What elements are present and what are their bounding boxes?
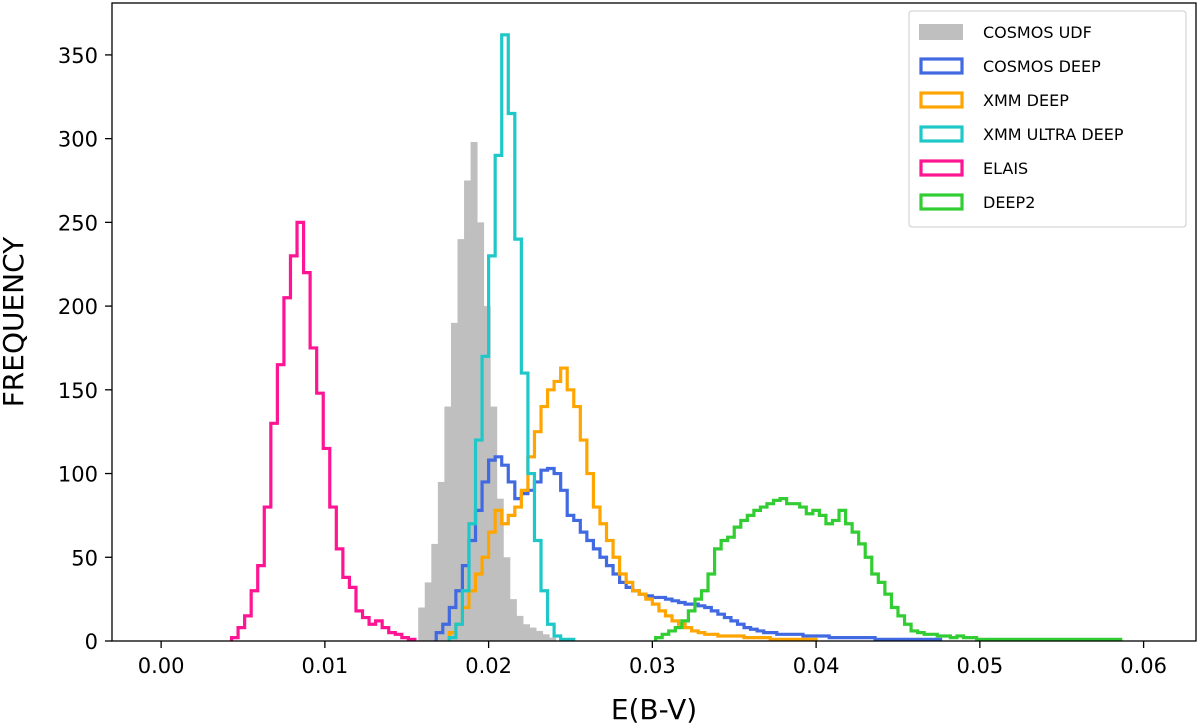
y-tick-label: 50	[71, 546, 98, 570]
histogram-line	[434, 455, 943, 641]
x-tick-label: 0.00	[138, 654, 185, 678]
histogram-line	[447, 366, 818, 641]
bar	[424, 582, 432, 641]
y-tick-label: 300	[58, 128, 98, 152]
legend-swatch	[919, 193, 964, 211]
series-layer	[229, 33, 1123, 642]
x-axis-label: E(B-V)	[611, 693, 697, 726]
legend-item-deep2: DEEP2	[919, 193, 1035, 212]
bar	[418, 607, 426, 641]
y-axis-label: FREQUENCY	[0, 236, 30, 407]
x-tick-label: 0.06	[1120, 654, 1167, 678]
legend-label: XMM ULTRA DEEP	[983, 125, 1124, 144]
bar	[503, 557, 511, 641]
bar	[516, 615, 524, 641]
bar	[496, 498, 504, 641]
y-tick-label: 0	[85, 630, 98, 654]
bar	[464, 180, 471, 641]
legend-swatch	[919, 24, 963, 40]
bar	[437, 481, 445, 641]
series-xmm-deep	[447, 366, 818, 641]
bar	[444, 406, 452, 641]
y-tick-label: 150	[58, 379, 98, 403]
bar	[509, 599, 517, 641]
y-axis: 0 50 100 150 200 250 300 350	[58, 44, 112, 654]
y-tick-label: 250	[58, 211, 98, 235]
histogram-line	[229, 220, 417, 641]
legend-label: ELAIS	[983, 159, 1028, 178]
x-tick-label: 0.02	[465, 654, 512, 678]
x-tick-label: 0.01	[301, 654, 348, 678]
legend-label: DEEP2	[983, 193, 1035, 212]
histogram-line	[654, 497, 1123, 641]
bar	[431, 543, 439, 641]
legend-label: COSMOS DEEP	[983, 57, 1101, 76]
series-elais	[229, 220, 417, 641]
legend-label: COSMOS UDF	[983, 23, 1092, 42]
x-axis: 0.00 0.01 0.02 0.03 0.04 0.05 0.06	[138, 641, 1167, 678]
bar	[470, 141, 478, 642]
legend-swatch	[919, 91, 964, 109]
legend-item-xmm-ultra-deep: XMM ULTRA DEEP	[919, 125, 1124, 144]
legend-item-xmm-deep: XMM DEEP	[919, 91, 1069, 110]
legend-item-cosmos-udf: COSMOS UDF	[919, 23, 1092, 42]
x-tick-label: 0.03	[629, 654, 676, 678]
bar	[450, 322, 458, 641]
x-tick-label: 0.05	[956, 654, 1003, 678]
legend-frame	[908, 10, 1187, 228]
y-tick-label: 100	[58, 463, 98, 487]
legend-label: XMM DEEP	[983, 91, 1069, 110]
histogram-line	[447, 33, 576, 641]
bar	[523, 624, 530, 641]
legend-swatch	[919, 57, 964, 75]
x-tick-label: 0.04	[793, 654, 840, 678]
legend-item-cosmos-deep: COSMOS DEEP	[919, 57, 1101, 76]
bar	[549, 637, 557, 641]
bar	[542, 634, 550, 641]
series-cosmos-deep	[434, 455, 943, 641]
bar	[536, 630, 544, 641]
series-deep2	[654, 497, 1123, 641]
legend-item-elais: ELAIS	[919, 159, 1028, 178]
series-xmm-ultra-deep	[447, 33, 576, 641]
bar	[529, 627, 537, 641]
bar	[457, 239, 465, 642]
y-tick-label: 350	[58, 44, 98, 68]
y-tick-label: 200	[58, 295, 98, 319]
plot-frame	[111, 2, 1197, 642]
legend-swatch	[919, 125, 964, 143]
legend: COSMOS UDF COSMOS DEEP XMM DEEP XMM ULTRA D…	[908, 10, 1187, 228]
legend-entries: COSMOS UDF COSMOS DEEP XMM DEEP XMM ULTRA D…	[919, 23, 1124, 212]
legend-swatch	[919, 159, 964, 177]
